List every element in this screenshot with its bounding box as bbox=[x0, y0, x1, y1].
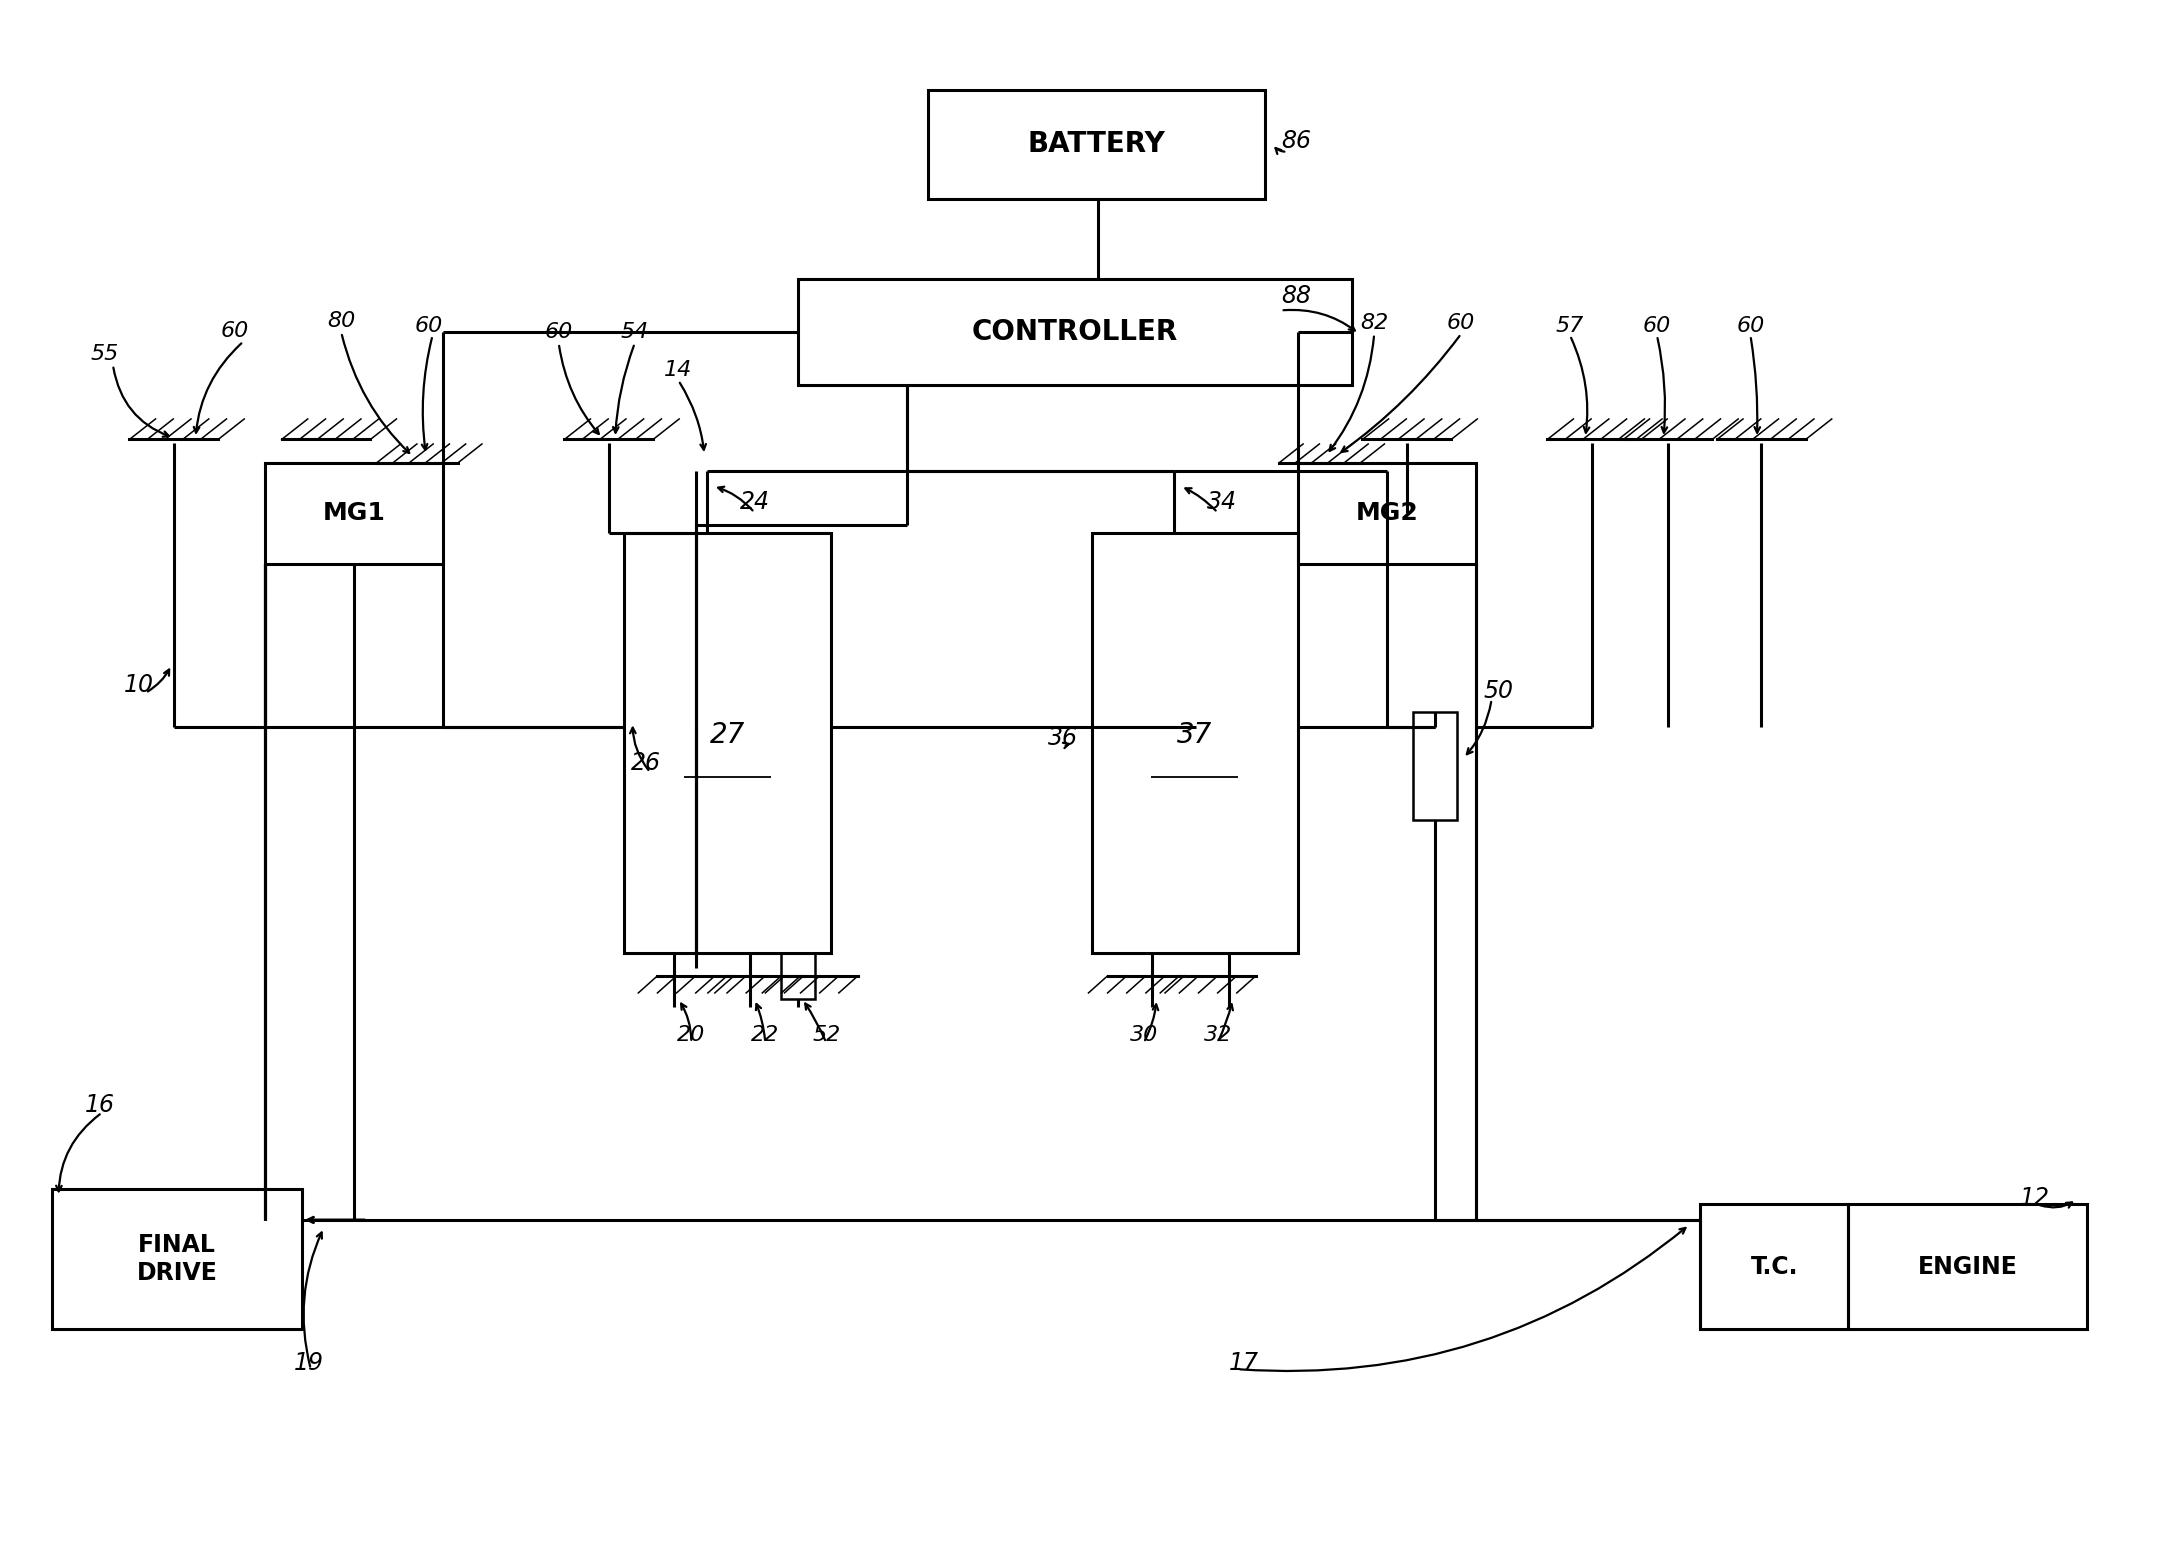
Text: MG1: MG1 bbox=[323, 502, 386, 525]
Bar bbox=[1412, 711, 1456, 821]
Text: 60: 60 bbox=[415, 316, 443, 336]
Text: 30: 30 bbox=[1129, 1025, 1157, 1046]
Text: 60: 60 bbox=[1644, 316, 1670, 336]
Text: 32: 32 bbox=[1203, 1025, 1231, 1046]
Text: 60: 60 bbox=[544, 322, 572, 342]
Text: 37: 37 bbox=[1177, 721, 1212, 749]
Text: 14: 14 bbox=[664, 359, 692, 380]
Text: 24: 24 bbox=[740, 489, 768, 514]
Text: 26: 26 bbox=[631, 750, 661, 775]
Text: 36: 36 bbox=[1048, 725, 1078, 750]
Text: 88: 88 bbox=[1281, 284, 1312, 308]
Text: 80: 80 bbox=[327, 311, 356, 331]
Bar bbox=[928, 89, 1266, 199]
Bar bbox=[624, 533, 830, 952]
Text: 19: 19 bbox=[295, 1350, 323, 1375]
Text: FINAL
DRIVE: FINAL DRIVE bbox=[138, 1233, 218, 1285]
Text: 17: 17 bbox=[1229, 1350, 1260, 1375]
Bar bbox=[799, 280, 1353, 384]
Bar bbox=[782, 952, 814, 999]
Bar bbox=[264, 463, 443, 564]
Text: BATTERY: BATTERY bbox=[1028, 130, 1166, 158]
Text: T.C.: T.C. bbox=[1751, 1255, 1799, 1279]
Text: 22: 22 bbox=[751, 1025, 779, 1046]
Text: 10: 10 bbox=[124, 674, 155, 697]
Text: 50: 50 bbox=[1482, 680, 1513, 703]
Text: 82: 82 bbox=[1360, 313, 1388, 333]
Text: 20: 20 bbox=[677, 1025, 705, 1046]
Text: 34: 34 bbox=[1207, 489, 1238, 514]
Text: 86: 86 bbox=[1281, 130, 1312, 153]
Text: 16: 16 bbox=[85, 1093, 116, 1118]
Text: ENGINE: ENGINE bbox=[1919, 1255, 2017, 1279]
Text: 27: 27 bbox=[709, 721, 744, 749]
Bar bbox=[1092, 533, 1299, 952]
Text: 60: 60 bbox=[1735, 316, 1764, 336]
Text: 60: 60 bbox=[220, 320, 249, 341]
Text: 60: 60 bbox=[1447, 313, 1476, 333]
Text: 54: 54 bbox=[620, 322, 648, 342]
Bar bbox=[1701, 1205, 1849, 1329]
Text: 55: 55 bbox=[90, 344, 118, 364]
Bar bbox=[1299, 463, 1476, 564]
Text: CONTROLLER: CONTROLLER bbox=[971, 319, 1179, 345]
Text: 52: 52 bbox=[812, 1025, 840, 1046]
Bar bbox=[52, 1189, 301, 1329]
Bar bbox=[1849, 1205, 2087, 1329]
Text: MG2: MG2 bbox=[1356, 502, 1419, 525]
Text: 12: 12 bbox=[2019, 1186, 2050, 1210]
Text: 57: 57 bbox=[1556, 316, 1585, 336]
